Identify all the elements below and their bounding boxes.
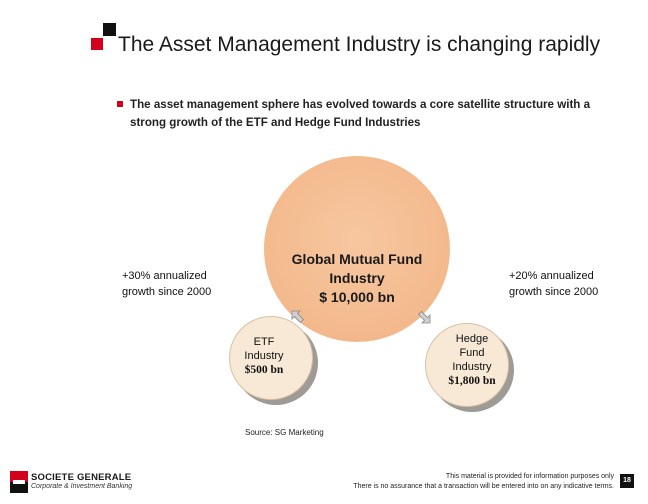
etf-line2: Industry: [244, 350, 284, 362]
center-line3: $ 10,000 bn: [319, 289, 395, 305]
source-note: Source: SG Marketing: [245, 428, 324, 437]
logo-square-red: [91, 38, 103, 50]
right-growth-line2: growth since 2000: [509, 286, 599, 298]
hedge-line3: Industry: [452, 361, 492, 373]
logo-square-black: [103, 23, 116, 36]
etf-growth-note: +30% annualized growth since 2000: [122, 268, 262, 300]
etf-circle: [229, 316, 313, 400]
bullet-marker: [117, 101, 123, 107]
disclaimer-line1: This material is provided for informatio…: [445, 473, 614, 480]
footer-division: Corporate & Investment Banking: [31, 483, 133, 490]
arrow-up-left-icon: [291, 310, 305, 324]
right-growth-line1: +20% annualized: [509, 270, 594, 282]
global-mutual-fund-label: Global Mutual Fund Industry $ 10,000 bn: [264, 250, 450, 307]
page-title: The Asset Management Industry is changin…: [118, 33, 601, 56]
page-number: 18: [620, 474, 634, 488]
etf-label: ETF Industry $500 bn: [229, 335, 299, 377]
hedge-growth-note: +20% annualized growth since 2000: [509, 268, 639, 300]
arrow-down-right-icon: [417, 310, 431, 324]
disclaimer: This material is provided for informatio…: [290, 472, 614, 491]
center-line2: Industry: [329, 270, 385, 286]
hedge-amount: $1,800 bn: [448, 375, 496, 387]
left-growth-line1: +30% annualized: [122, 270, 207, 282]
hedge-line1: Hedge: [455, 333, 489, 345]
etf-line1: ETF: [253, 336, 275, 348]
center-line1: Global Mutual Fund: [291, 251, 423, 267]
footer-company-name: SOCIETE GENERALE: [31, 472, 132, 483]
left-growth-line2: growth since 2000: [122, 286, 212, 298]
hedge-line2: Fund: [459, 347, 485, 359]
etf-amount: $500 bn: [244, 364, 284, 376]
bullet-text: The asset management sphere has evolved …: [130, 98, 591, 129]
disclaimer-line2: There is no assurance that a transaction…: [353, 482, 614, 490]
hedge-fund-label: Hedge Fund Industry $1,800 bn: [436, 332, 508, 388]
hedge-fund-circle: [425, 323, 509, 407]
societe-generale-logo-icon: [10, 471, 28, 493]
